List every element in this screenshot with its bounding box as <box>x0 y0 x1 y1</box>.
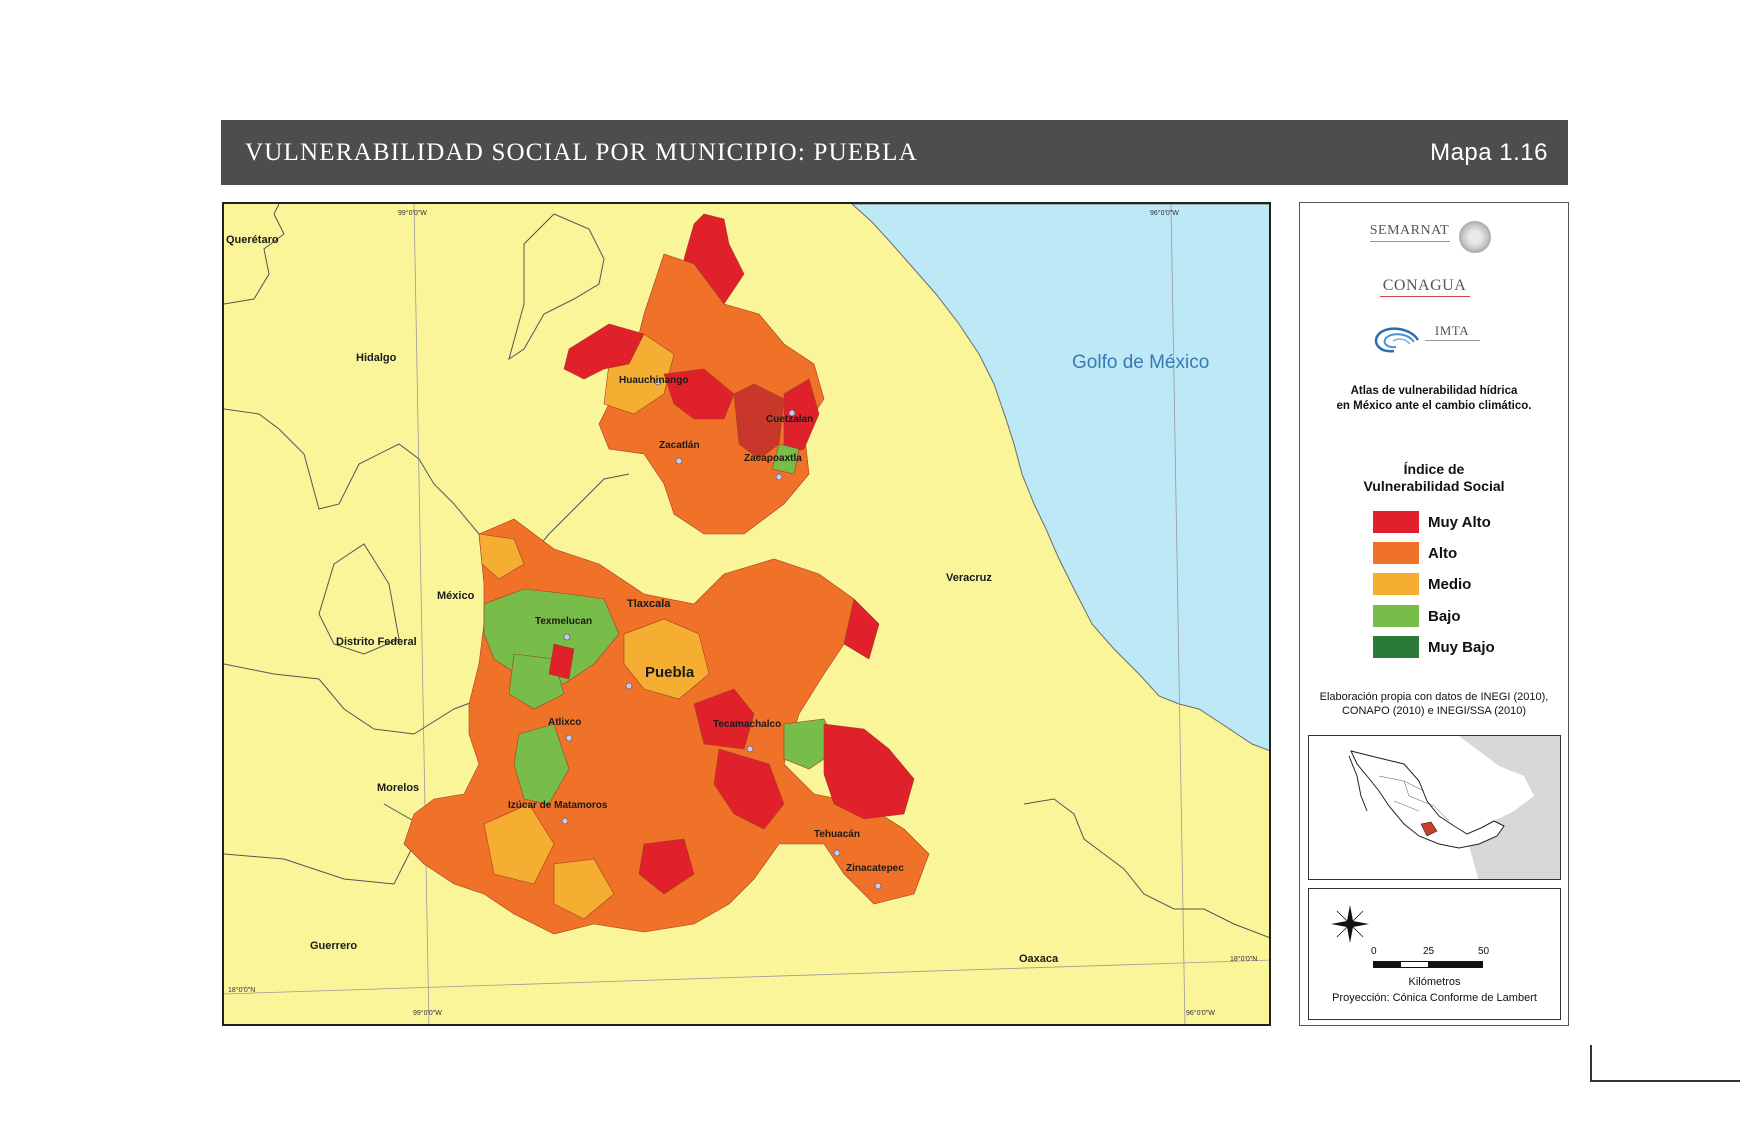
data-credit: Elaboración propia con datos de INEGI (2… <box>1300 690 1568 718</box>
map-drawing <box>224 204 1269 1024</box>
legend-item-muy-bajo: Muy Bajo <box>1373 636 1495 658</box>
city-label-puebla: Puebla <box>645 664 695 681</box>
conagua-logo: CONAGUA <box>1362 277 1487 299</box>
coord-top-right: 96°0'0"W <box>1150 210 1179 217</box>
scale-bar <box>1373 961 1483 968</box>
state-label-queretaro: Querétaro <box>226 234 279 246</box>
scale-tick-50: 50 <box>1478 946 1490 957</box>
city-label-zinacatepec: Zinacatepec <box>846 863 904 874</box>
gulf-of-mexico <box>851 204 1269 752</box>
city-label-atlixco: Atlixco <box>548 717 582 728</box>
north-arrow-icon <box>1331 905 1369 943</box>
inset-map-mexico <box>1308 735 1561 880</box>
map-canvas[interactable]: 99°0'0"W 96°0'0"W 99°0'0"W 96°0'0"W 18°0… <box>222 202 1271 1026</box>
imta-logo: IMTA <box>1422 323 1482 357</box>
legend-swatch-alto <box>1373 542 1419 564</box>
scale-tick-0: 0 <box>1371 946 1377 957</box>
legend-swatch-muy-alto <box>1373 511 1419 533</box>
legend-label-muy-bajo: Muy Bajo <box>1428 638 1495 656</box>
coord-right: 18°0'0"N <box>1230 956 1258 963</box>
mexico-seal-icon <box>1459 221 1491 253</box>
graticule <box>224 204 1269 1024</box>
coord-left: 18°0'0"N <box>228 987 256 994</box>
legend-title-line-1: Índice de <box>1403 461 1465 477</box>
legend-swatch-bajo <box>1373 605 1419 627</box>
scale-tick-25: 25 <box>1423 946 1435 957</box>
legend-title-line-2: Vulnerabilidad Social <box>1363 478 1505 494</box>
state-label-distrito-federal: Distrito Federal <box>336 636 417 648</box>
imta-swirl-icon <box>1374 327 1420 353</box>
coord-top-left: 99°0'0"W <box>398 210 427 217</box>
state-label-mexico: México <box>437 590 475 602</box>
data-credit-line-2: CONAPO (2010) e INEGI/SSA (2010) <box>1341 705 1527 717</box>
legend-label-bajo: Bajo <box>1428 607 1461 625</box>
legend-panel: SEMARNAT CONAGUA IMTA Atlas de vulnerabi… <box>1299 202 1569 1026</box>
inset-map-drawing <box>1309 736 1560 879</box>
legend-swatch-muy-bajo <box>1373 636 1419 658</box>
state-label-hidalgo: Hidalgo <box>356 352 397 364</box>
imta-logo-text: IMTA <box>1434 323 1470 338</box>
state-label-morelos: Morelos <box>377 782 420 794</box>
semarnat-logo: SEMARNAT <box>1362 223 1457 259</box>
coord-bottom-right: 96°0'0"W <box>1186 1010 1215 1017</box>
atlas-title: Atlas de vulnerabilidad hídrica en Méxic… <box>1300 384 1568 414</box>
city-label-tecamachalco: Tecamachalco <box>713 719 782 730</box>
legend-item-muy-alto: Muy Alto <box>1373 511 1491 533</box>
map-title: VULNERABILIDAD SOCIAL POR MUNICIPIO: PUE… <box>245 138 918 166</box>
state-label-tlaxcala: Tlaxcala <box>627 598 671 610</box>
page-corner-mark-horizontal <box>1590 1080 1740 1082</box>
state-label-guerrero: Guerrero <box>310 940 358 952</box>
state-boundaries <box>224 204 1269 938</box>
city-label-huauchinango: Huauchinango <box>619 375 689 386</box>
city-markers <box>561 378 882 890</box>
puebla-municipalities <box>403 213 930 935</box>
scale-unit: Kilómetros <box>1408 976 1461 988</box>
legend-item-medio: Medio <box>1373 573 1471 595</box>
gulf-label: Golfo de México <box>1072 352 1210 373</box>
semarnat-logo-text: SEMARNAT <box>1369 223 1450 238</box>
data-credit-line-1: Elaboración propia con datos de INEGI (2… <box>1319 691 1549 703</box>
city-label-tehuacan: Tehuacán <box>814 829 860 840</box>
city-label-cuetzalan: Cuetzalan <box>766 414 814 425</box>
legend-title: Índice de Vulnerabilidad Social <box>1300 461 1568 495</box>
map-number: Mapa 1.16 <box>1430 138 1548 166</box>
page-corner-mark <box>1590 1045 1592 1081</box>
legend-label-alto: Alto <box>1428 544 1458 562</box>
city-label-izucar-de-matamoros: Izúcar de Matamoros <box>508 800 608 811</box>
city-label-texmelucan: Texmelucan <box>535 616 593 627</box>
atlas-title-line-1: Atlas de vulnerabilidad hídrica <box>1350 385 1518 397</box>
scale-box: 0 25 50 Kilómetros Proyección: Cónica Co… <box>1308 888 1561 1020</box>
legend-label-medio: Medio <box>1428 575 1472 593</box>
city-label-zacatlan: Zacatlán <box>659 440 700 451</box>
projection-note: Proyección: Cónica Conforme de Lambert <box>1332 992 1537 1004</box>
legend-item-alto: Alto <box>1373 542 1457 564</box>
map-title-bar: VULNERABILIDAD SOCIAL POR MUNICIPIO: PUE… <box>221 120 1568 185</box>
state-label-veracruz: Veracruz <box>946 572 992 584</box>
city-label-zacapoaxtla: Zacapoaxtla <box>744 453 802 464</box>
state-label-oaxaca: Oaxaca <box>1019 953 1059 965</box>
conagua-logo-text: CONAGUA <box>1382 277 1467 294</box>
atlas-title-line-2: en México ante el cambio climático. <box>1336 400 1532 412</box>
legend-swatch-medio <box>1373 573 1419 595</box>
legend-item-bajo: Bajo <box>1373 605 1461 627</box>
legend-label-muy-alto: Muy Alto <box>1428 513 1491 531</box>
coord-bottom-left: 99°0'0"W <box>413 1010 442 1017</box>
